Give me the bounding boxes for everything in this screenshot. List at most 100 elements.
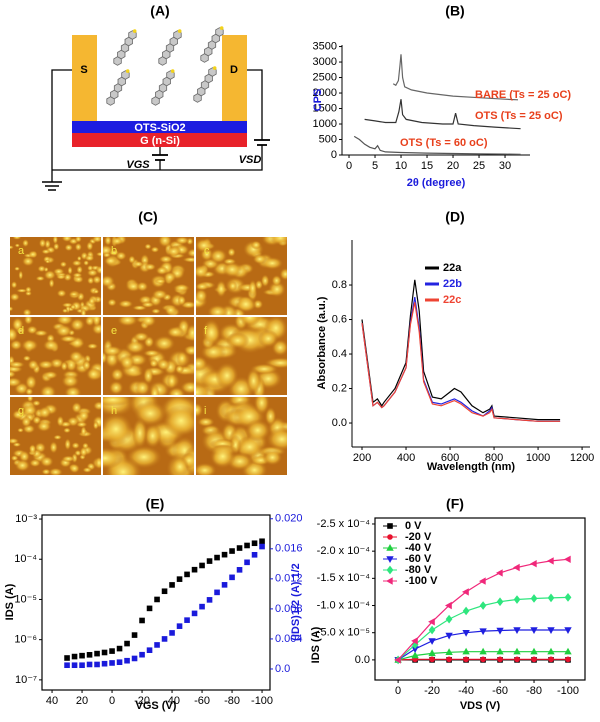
- afm-grain: [196, 264, 209, 279]
- x-tick-label: 20: [76, 695, 88, 707]
- marker: [154, 642, 160, 648]
- marker: [191, 610, 198, 617]
- afm-grain: [21, 256, 35, 267]
- afm-grain: [92, 317, 101, 328]
- y-tick-label: 1000: [313, 118, 337, 130]
- y-axis-label: IDS (A): [310, 626, 322, 663]
- afm-grain: [264, 406, 277, 427]
- y-tick-label: 10⁻³: [15, 513, 37, 525]
- afm-grain: [108, 380, 124, 395]
- marker: [429, 656, 435, 663]
- y-tick-label: -2.5 x 10⁻⁴: [317, 518, 371, 530]
- afm-grain: [196, 355, 208, 372]
- afm-grain: [64, 243, 74, 252]
- marker: [479, 647, 487, 655]
- afm-grain: [172, 283, 191, 293]
- afm-grain: [95, 265, 101, 275]
- source-electrode: [72, 35, 97, 121]
- afm-grain: [235, 295, 257, 313]
- afm-grain: [176, 351, 188, 366]
- afm-grain: [27, 359, 39, 371]
- x-tick-label: 15: [421, 160, 433, 172]
- atom: [132, 29, 137, 33]
- afm-label: b: [111, 245, 117, 257]
- afm-grain: [61, 373, 80, 389]
- afm-grain: [182, 256, 194, 263]
- afm-grain: [45, 259, 51, 264]
- series-annotation: OTS (Ts = 25 oC): [475, 110, 563, 122]
- x-tick-label: 1200: [570, 452, 594, 464]
- marker: [480, 656, 486, 663]
- afm-grain: [196, 238, 214, 253]
- y-tick-label: 10⁻⁵: [14, 593, 37, 605]
- afm-grain: [24, 374, 38, 390]
- afm-grain: [136, 281, 149, 292]
- afm-grain: [81, 442, 89, 450]
- chart: (D) 200 400 600 800 1000 1200 0.0 0.2 0.4 0.6 0.8 Wa…: [316, 209, 594, 473]
- afm-grain: [26, 397, 34, 403]
- afm-grain: [262, 449, 283, 466]
- drain-electrode: [222, 35, 247, 121]
- afm-grain: [103, 345, 123, 357]
- afm-grain: [54, 324, 73, 338]
- marker: [71, 653, 78, 660]
- marker: [71, 662, 78, 669]
- marker: [496, 627, 504, 635]
- afm-grain: [150, 308, 161, 315]
- marker: [86, 661, 93, 668]
- x-tick-label: 5: [372, 160, 378, 172]
- afm-grain: [252, 253, 268, 265]
- afm-images: (C) a b c d e f g h i: [10, 209, 287, 475]
- marker: [64, 662, 70, 669]
- afm-grain: [48, 278, 55, 289]
- marker: [64, 655, 70, 661]
- afm-grain: [244, 419, 271, 442]
- marker: [411, 637, 418, 645]
- afm-grain: [71, 441, 80, 450]
- marker: [146, 647, 153, 653]
- y-tick-label: 0.2: [332, 382, 347, 394]
- x-tick-label: 400: [397, 452, 415, 464]
- marker: [386, 544, 394, 551]
- afm-label: f: [204, 325, 208, 337]
- marker: [547, 627, 555, 634]
- marker: [79, 662, 85, 669]
- y2-tick-label: 0.008: [275, 603, 303, 615]
- afm-grain: [166, 326, 185, 339]
- marker: [445, 601, 452, 610]
- y-tick-label: 0: [331, 149, 337, 161]
- y-tick-label: 2000: [313, 87, 337, 99]
- afm-grain: [56, 415, 65, 428]
- afm-grain: [124, 340, 146, 355]
- afm-grain: [103, 412, 134, 446]
- afm-grain: [10, 326, 19, 343]
- afm-grain: [38, 406, 52, 419]
- afm-tile: [196, 237, 287, 315]
- x-tick-label: 0: [109, 695, 115, 707]
- afm-grain: [149, 358, 159, 368]
- y-tick-label: 500: [319, 133, 337, 145]
- afm-grain: [128, 255, 136, 264]
- marker: [124, 657, 130, 664]
- afm-grain: [63, 427, 71, 434]
- panel-title: (A): [150, 3, 169, 19]
- marker: [229, 548, 235, 554]
- afm-grain: [43, 370, 59, 380]
- y-tick-label: 1500: [313, 102, 337, 114]
- afm-grain: [271, 274, 282, 287]
- chart-title: (D): [445, 209, 464, 225]
- afm-grain: [28, 443, 37, 455]
- plot-frame: [41, 514, 271, 691]
- y-axis-label: Absorbance (a.u.): [316, 296, 328, 389]
- vgs-label: VGS: [126, 159, 150, 171]
- series-line: [361, 296, 561, 422]
- afm-grain: [143, 423, 162, 449]
- afm-grain: [71, 401, 83, 414]
- afm-grain: [25, 286, 32, 294]
- marker: [139, 651, 145, 658]
- afm-grain: [48, 467, 64, 475]
- afm-grain: [209, 248, 228, 264]
- marker: [513, 595, 521, 604]
- marker: [513, 627, 521, 634]
- afm-grain: [207, 304, 229, 315]
